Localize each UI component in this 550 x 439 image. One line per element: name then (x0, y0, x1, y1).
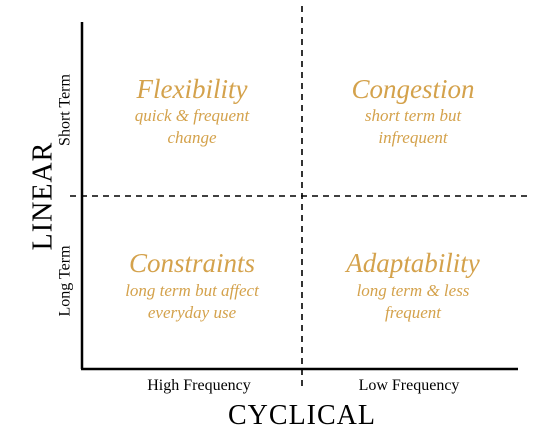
x-label-low-frequency: Low Frequency (359, 377, 460, 394)
quadrant-description-line1: long term but affect (125, 281, 260, 300)
quadrant-adaptability: Adaptability long term & less frequent (344, 248, 480, 322)
y-label-short-term: Short Term (57, 73, 74, 145)
quadrant-flexibility: Flexibility quick & frequent change (135, 74, 251, 147)
quadrant-description-line1: long term & less (357, 281, 470, 300)
quadrant-description-line1: quick & frequent (135, 106, 251, 125)
quadrant-title: Flexibility (136, 74, 248, 104)
y-axis-title: LINEAR (27, 142, 58, 251)
quadrant-title: Adaptability (344, 248, 480, 278)
quadrant-description-line1: short term but (365, 106, 463, 125)
quadrant-description-line2: everyday use (148, 303, 237, 322)
quadrant-description-line2: infrequent (378, 128, 449, 147)
quadrant-constraints: Constraints long term but affect everyda… (125, 248, 260, 322)
quadrant-congestion: Congestion short term but infrequent (351, 74, 474, 147)
x-label-high-frequency: High Frequency (147, 377, 251, 394)
quadrant-title: Congestion (351, 74, 474, 104)
quadrant-description-line2: frequent (385, 303, 442, 322)
quadrant-title: Constraints (129, 248, 255, 278)
y-label-long-term: Long Term (57, 245, 74, 317)
quadrant-description-line2: change (167, 128, 217, 147)
x-axis-title: CYCLICAL (228, 400, 376, 431)
